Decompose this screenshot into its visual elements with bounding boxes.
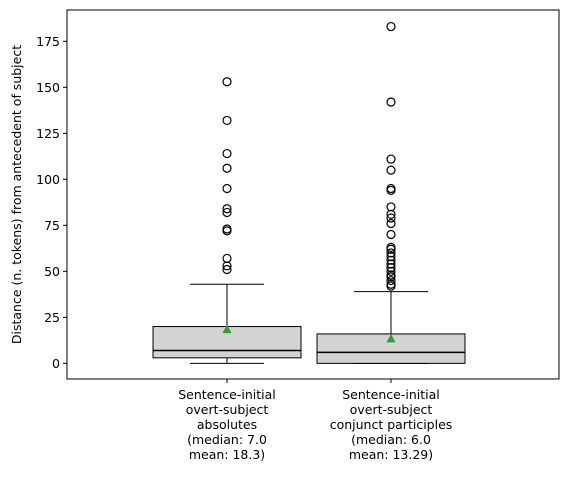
outlier-point	[386, 263, 396, 273]
outlier-point	[386, 272, 396, 282]
outlier-point	[386, 21, 396, 32]
x-tick-label: Sentence-initial overt-subject absolutes (m…	[178, 387, 276, 462]
x-tick-label-line: mean: 18.3)	[189, 447, 265, 462]
x-tick-label-line: (median: 7.0	[187, 432, 267, 447]
outlier-point	[222, 261, 232, 271]
y-tick-label: 150	[36, 80, 60, 95]
y-tick-label: 175	[36, 34, 60, 49]
outlier-point	[222, 204, 232, 214]
outlier-point	[386, 202, 396, 212]
outlier-point	[222, 226, 232, 236]
x-tick-label-line: (median: 6.0	[351, 432, 431, 447]
x-axis: Sentence-initial overt-subject absolutes (m…	[178, 379, 452, 462]
x-tick-label-line: Sentence-initial	[342, 387, 440, 402]
mean-marker	[386, 333, 396, 343]
y-tick-label: 75	[44, 218, 60, 233]
outlier-point	[222, 264, 232, 275]
x-tick-label-line: overt-subject	[186, 402, 269, 417]
outlier-point	[386, 248, 396, 258]
mean-marker	[222, 324, 232, 334]
outlier-point	[386, 154, 396, 164]
outlier-point	[222, 183, 232, 194]
y-axis-title: Distance (n. tokens) from antecedent of …	[9, 45, 24, 344]
outlier-point	[386, 218, 396, 229]
outlier-point	[222, 115, 232, 126]
outlier-point	[386, 259, 396, 269]
outlier-point	[386, 209, 396, 219]
x-tick-label-line: overt-subject	[350, 402, 433, 417]
outlier-point	[386, 255, 396, 265]
plot-area	[67, 10, 559, 379]
outlier-point	[386, 229, 396, 240]
outlier-point	[386, 97, 396, 107]
x-tick-label: Sentence-initial overt-subject conjunct pa…	[330, 387, 453, 462]
y-tick-label: 125	[36, 126, 60, 141]
outlier-point	[386, 244, 396, 254]
chart-marks	[152, 21, 466, 364]
outlier-point	[386, 281, 396, 291]
outlier-point	[222, 207, 232, 218]
x-tick-label-line: conjunct participles	[330, 417, 453, 432]
x-tick-label-line: absolutes	[197, 417, 257, 432]
x-tick-label-line: Sentence-initial	[178, 387, 276, 402]
y-axis: 0 25 50 75 100 125 150 175	[36, 34, 67, 371]
plot-frame	[66, 9, 560, 380]
outlier-point	[222, 148, 232, 159]
outlier-point	[386, 266, 396, 276]
y-tick-label: 50	[44, 264, 60, 279]
outlier-point	[222, 253, 232, 264]
outlier-point	[386, 252, 396, 262]
outlier-point	[386, 165, 396, 175]
x-tick-label-line: mean: 13.29)	[349, 447, 433, 462]
y-tick-label: 100	[36, 172, 60, 187]
y-tick-label: 0	[52, 356, 60, 371]
outlier-point	[222, 163, 232, 173]
outlier-point	[386, 185, 396, 195]
outlier-point	[386, 213, 396, 223]
y-tick-label: 25	[44, 310, 60, 325]
outlier-point	[386, 275, 396, 286]
outlier-point	[222, 77, 232, 87]
